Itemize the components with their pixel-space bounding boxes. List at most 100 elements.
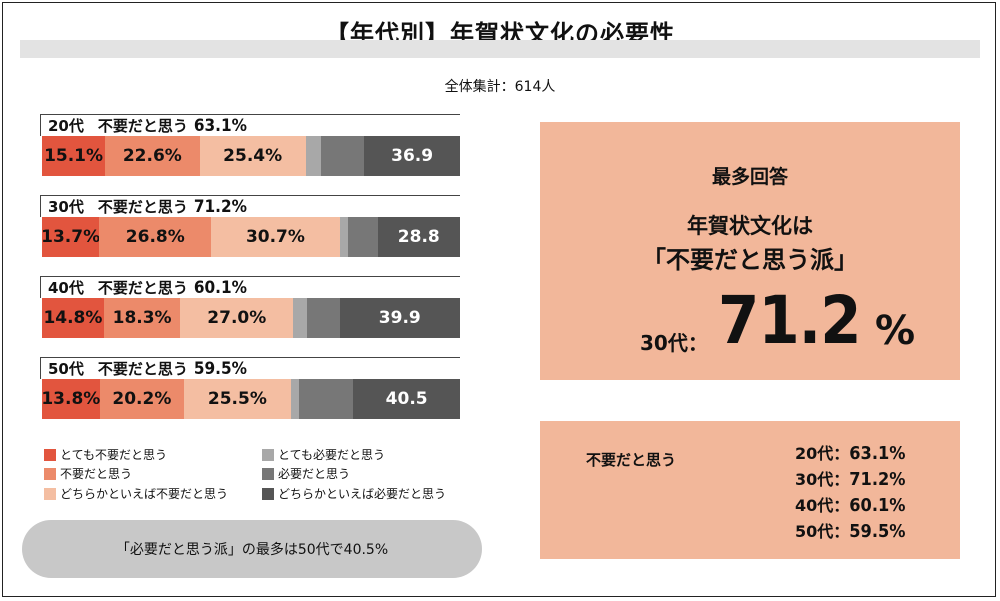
bar-segment: 39.9 — [339, 298, 460, 338]
bar-segment — [290, 379, 300, 419]
data-label: 25.4% — [223, 146, 283, 166]
data-label: 25.5% — [207, 389, 267, 409]
most-common-line1: 年賀状文化は — [687, 214, 813, 238]
bar-segment: 22.6% — [105, 136, 200, 176]
legend-item: どちらかといえば必要だと思う — [262, 485, 446, 502]
legend-swatch — [262, 467, 274, 480]
data-label: 22.6% — [122, 146, 182, 166]
summary-row-20: 20代：63.1% — [795, 441, 905, 467]
group-label: 不要だと思う — [97, 360, 188, 378]
data-label: 30.7% — [245, 227, 305, 247]
summary-row-30: 30代：71.2% — [795, 467, 905, 493]
bar-segment — [339, 217, 349, 257]
bar-segment: 14.8% — [42, 298, 104, 338]
summary-row-40: 40代：60.1% — [795, 493, 905, 519]
category-label: 40代 — [48, 279, 84, 297]
legend-swatch — [262, 487, 274, 500]
summary-row-value: 60.1% — [849, 495, 906, 516]
stacked-bar: 13.8% 20.2% 25.5% 40.5 — [42, 379, 460, 419]
group-total: 71.2% — [193, 197, 247, 217]
legend-item: 不要だと思う — [44, 465, 132, 482]
legend-item: 必要だと思う — [262, 465, 350, 482]
bar-segment — [320, 136, 365, 176]
stacked-bar: 14.8% 18.3% 27.0% 39.9 — [42, 298, 460, 338]
bar-segment: 13.7% — [42, 217, 100, 257]
data-label: 36.9 — [391, 146, 434, 166]
bar-segment: 18.3% — [103, 298, 181, 338]
data-label: 26.8% — [125, 227, 185, 247]
group-label: 不要だと思う — [97, 198, 188, 216]
bar-segment: 20.2% — [99, 379, 185, 419]
row-header: 50代 不要だと思う 59.5% — [40, 357, 460, 379]
chart-subtitle: 全体集計：614人 — [444, 79, 556, 95]
bar-segment — [299, 379, 354, 419]
category-label: 30代 — [48, 198, 84, 216]
bar-segment — [305, 136, 321, 176]
data-label: 15.1% — [44, 146, 104, 166]
bar-segment: 28.8 — [377, 217, 460, 257]
bar-segment: 26.8% — [99, 217, 212, 257]
summary-box-unnecessary: 不要だと思う 20代：63.1% 30代：71.2% 40代：60.1% 50代… — [540, 421, 960, 559]
data-label: 27.0% — [207, 308, 267, 328]
summary-row-50: 50代：59.5% — [795, 519, 905, 545]
bar-segment: 27.0% — [180, 298, 294, 338]
bar-segment: 40.5 — [353, 379, 460, 419]
summary-box-label: 不要だと思う — [586, 451, 677, 469]
category-label: 50代 — [48, 360, 84, 378]
bar-segment — [293, 298, 307, 338]
most-common-line2: 「不要だと思う派」 — [642, 246, 858, 274]
data-label: 40.5 — [385, 389, 428, 409]
group-total: 59.5% — [193, 359, 247, 379]
most-common-label: 最多回答 — [711, 166, 788, 188]
bar-segment — [348, 217, 378, 257]
most-common-percent-sign: % — [875, 308, 916, 354]
legend-item: とても必要だと思う — [262, 446, 385, 463]
most-common-age: 30代： — [640, 331, 708, 355]
bar-segment: 25.5% — [184, 379, 291, 419]
data-label: 39.9 — [378, 308, 421, 328]
legend-swatch — [262, 448, 274, 461]
data-label: 28.8 — [397, 227, 440, 247]
summary-row-value: 59.5% — [849, 521, 906, 542]
legend-swatch — [44, 487, 56, 500]
summary-row-value: 63.1% — [849, 443, 906, 464]
summary-row-age: 40代： — [795, 496, 850, 515]
group-total: 60.1% — [193, 278, 247, 298]
summary-row-age: 30代： — [795, 470, 850, 489]
bar-segment: 15.1% — [42, 136, 106, 176]
summary-pill-text: 「必要だと思う派」の最多は50代で40.5% — [115, 542, 389, 558]
data-label: 13.7% — [42, 227, 100, 247]
summary-box-values: 20代：63.1% 30代：71.2% 40代：60.1% 50代：59.5% — [795, 441, 905, 545]
group-label: 不要だと思う — [97, 279, 188, 297]
summary-row-age: 20代： — [795, 444, 850, 463]
stacked-bar: 13.7% 26.8% 30.7% 28.8 — [42, 217, 460, 257]
summary-row-age: 50代： — [795, 522, 850, 541]
row-header: 30代 不要だと思う 71.2% — [40, 195, 460, 217]
legend-swatch — [44, 448, 56, 461]
row-header: 20代 不要だと思う 63.1% — [40, 114, 460, 136]
title-underline-bar — [20, 40, 980, 58]
highlight-box-most-common: 最多回答 年賀状文化は 「不要だと思う派」 30代： 71.2 % — [540, 122, 960, 380]
legend-label: 必要だと思う — [278, 467, 351, 481]
legend-swatch — [44, 467, 56, 480]
legend-label: とても必要だと思う — [278, 448, 386, 462]
data-label: 20.2% — [112, 389, 172, 409]
data-label: 18.3% — [112, 308, 172, 328]
stacked-bar: 15.1% 22.6% 25.4% 36.9 — [42, 136, 460, 176]
legend-item: とても不要だと思う — [44, 446, 167, 463]
legend-label: どちらかといえば不要だと思う — [60, 487, 229, 501]
legend-label: 不要だと思う — [60, 467, 133, 481]
summary-row-value: 71.2% — [849, 469, 906, 490]
most-common-percent-value: 71.2 — [718, 282, 862, 359]
legend-item: どちらかといえば不要だと思う — [44, 485, 228, 502]
data-label: 14.8% — [43, 308, 103, 328]
legend-label: とても不要だと思う — [60, 448, 168, 462]
bar-segment: 25.4% — [199, 136, 306, 176]
legend-label: どちらかといえば必要だと思う — [278, 487, 447, 501]
bar-segment — [306, 298, 340, 338]
summary-pill: 「必要だと思う派」の最多は50代で40.5% — [22, 520, 482, 578]
data-label: 13.8% — [42, 389, 100, 409]
bar-segment: 30.7% — [211, 217, 340, 257]
group-total: 63.1% — [193, 116, 247, 136]
bar-segment: 13.8% — [42, 379, 100, 419]
